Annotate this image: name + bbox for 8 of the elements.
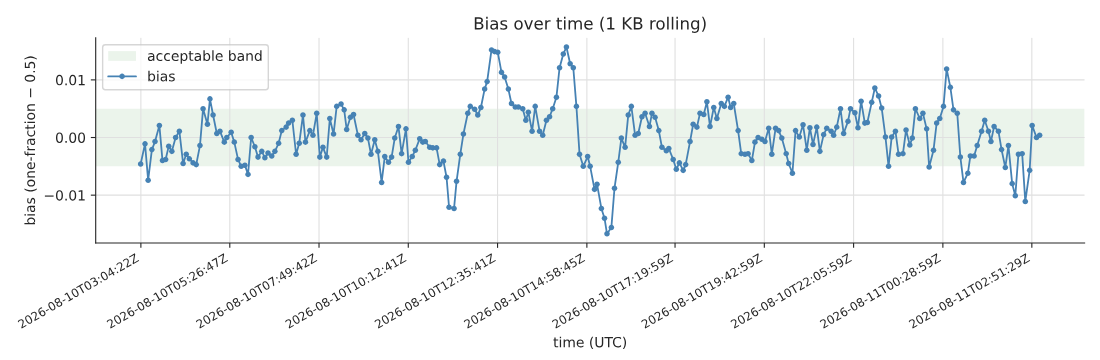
y-tick-label: 0.01 <box>55 74 85 86</box>
legend-label: acceptable band <box>147 50 262 64</box>
legend-label: bias <box>148 70 175 82</box>
y-axis-title: bias (one-fraction − 0.5) <box>24 56 37 225</box>
y-tick-label: 0.00 <box>55 132 86 143</box>
chart-title: Bias over time (1 KB rolling) <box>474 16 706 33</box>
y-tick-label: −0.01 <box>44 190 85 201</box>
x-axis-title: time (UTC) <box>553 336 627 350</box>
